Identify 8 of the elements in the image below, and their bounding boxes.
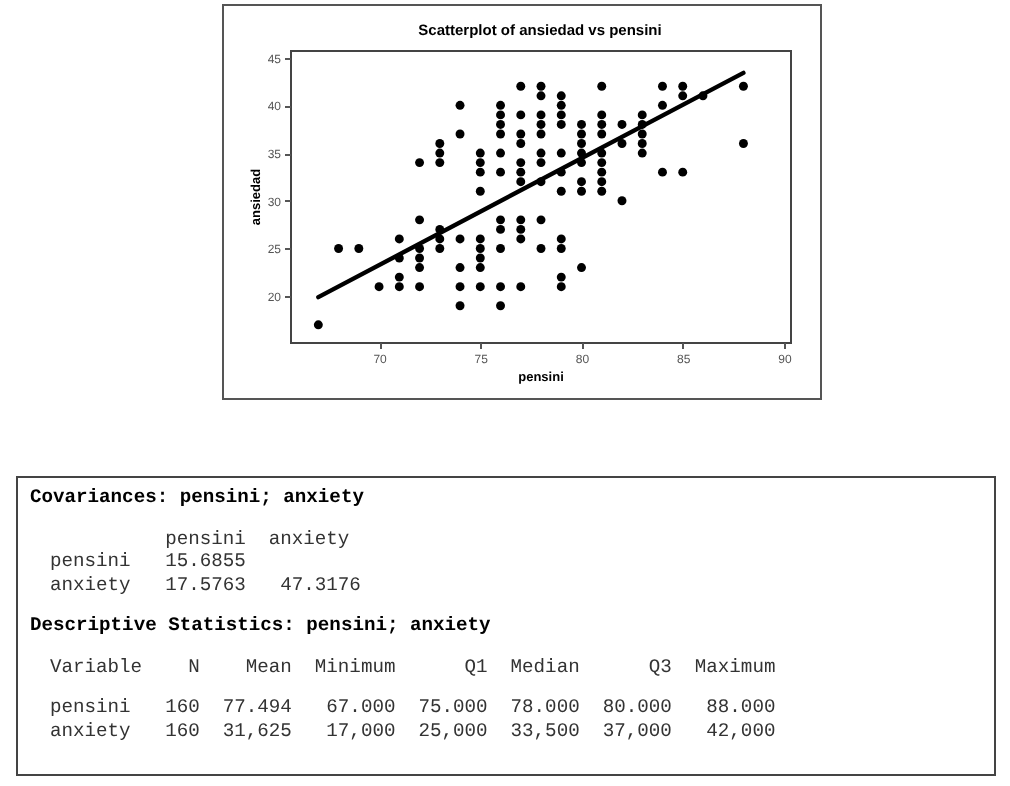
text: anxiety 17.5763 47.3176 xyxy=(48,573,363,596)
text: pensini anxiety xyxy=(163,527,352,550)
text: Descriptive Statistics: pensini; anxiety xyxy=(30,614,493,637)
text: Covariances: pensini; anxiety xyxy=(30,486,366,509)
text: anxiety 160 31,625 17,000 25,000 33,500 37,000 42,000 xyxy=(48,719,778,742)
text: pensini 160 77.494 67.000 75.000 78.000 80.000 88.000 xyxy=(48,696,778,719)
text: pensini 15.6855 xyxy=(48,550,248,573)
text: Variable N Mean Minimum Q1 Median Q3 Maximum xyxy=(48,655,778,678)
